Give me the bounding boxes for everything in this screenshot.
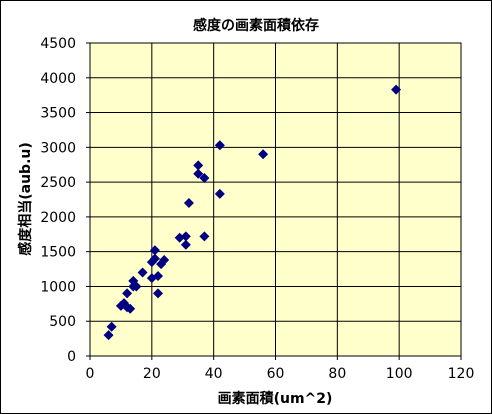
y-tick-label: 0 <box>67 349 76 365</box>
data-point <box>159 255 170 266</box>
data-point <box>193 160 204 171</box>
y-tick-label: 2500 <box>40 175 76 191</box>
x-tick-label: 40 <box>205 366 223 382</box>
y-tick-label: 4000 <box>40 71 76 87</box>
chart-title: 感度の画素面積依存 <box>193 17 319 34</box>
data-point <box>103 330 114 341</box>
y-tick-label: 3000 <box>40 140 76 156</box>
x-axis-label: 画素面積(um^2) <box>218 390 333 407</box>
y-tick-label: 3500 <box>40 106 76 122</box>
y-tick-label: 1500 <box>40 245 76 261</box>
data-point <box>106 321 117 332</box>
data-point <box>137 267 148 278</box>
y-axis-ticks: 0 500 1000 1500 2000 2500 3000 3500 4000 4500 <box>40 36 90 365</box>
data-point <box>180 231 191 242</box>
y-tick-label: 4500 <box>40 36 76 52</box>
data-point <box>180 239 191 250</box>
data-point <box>125 303 136 314</box>
y-axis-label: 感度相当(aub.u) <box>17 142 34 256</box>
data-point <box>258 149 269 160</box>
data-point <box>122 288 133 299</box>
x-tick-label: 20 <box>143 366 161 382</box>
data-point <box>153 271 164 282</box>
data-point <box>199 172 210 183</box>
data-point <box>193 168 204 179</box>
data-point <box>214 140 225 151</box>
x-tick-label: 100 <box>386 366 413 382</box>
data-point <box>131 281 142 292</box>
data-point <box>153 288 164 299</box>
x-tick-label: 120 <box>448 366 475 382</box>
x-tick-label: 0 <box>86 366 95 382</box>
data-points <box>103 84 402 341</box>
y-tick-label: 1000 <box>40 279 76 295</box>
x-axis-ticks: 0 20 40 60 80 100 120 <box>86 356 475 382</box>
data-point <box>199 231 210 242</box>
y-tick-label: 500 <box>49 314 76 330</box>
data-point <box>183 197 194 208</box>
x-tick-label: 80 <box>328 366 346 382</box>
data-point <box>149 245 160 256</box>
data-point <box>391 84 402 95</box>
y-tick-label: 2000 <box>40 210 76 226</box>
data-point <box>149 253 160 264</box>
grid-lines <box>90 43 461 356</box>
x-tick-label: 60 <box>267 366 285 382</box>
data-point <box>214 188 225 199</box>
